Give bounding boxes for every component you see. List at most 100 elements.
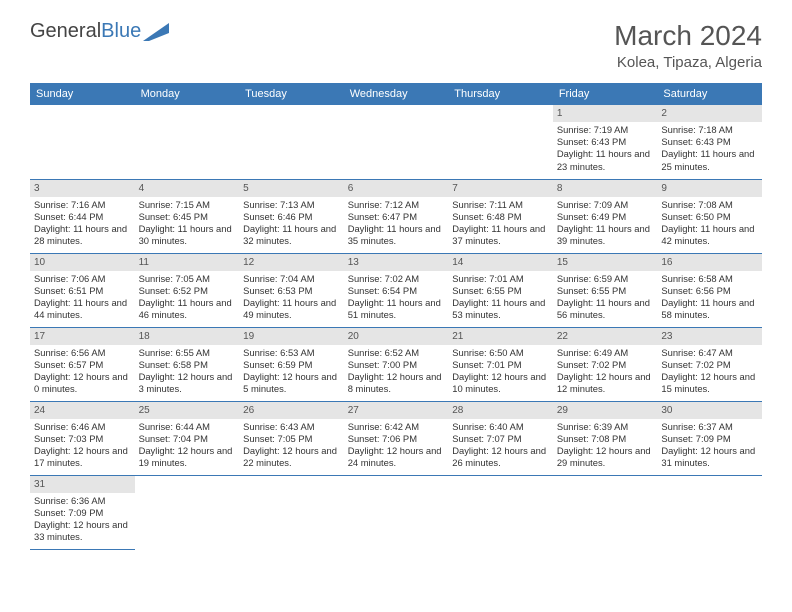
sunrise-line: Sunrise: 7:15 AM [139,199,236,211]
sunrise-line: Sunrise: 6:37 AM [661,421,758,433]
daylight-line: Daylight: 12 hours and 0 minutes. [34,371,131,395]
sunset-line: Sunset: 6:53 PM [243,285,340,297]
day-number: 12 [239,254,344,271]
sunset-line: Sunset: 6:49 PM [557,211,654,223]
daylight-line: Daylight: 12 hours and 24 minutes. [348,445,445,469]
title-block: March 2024 Kolea, Tipaza, Algeria [614,20,762,71]
sunset-line: Sunset: 6:51 PM [34,285,131,297]
calendar-row: 31Sunrise: 6:36 AMSunset: 7:09 PMDayligh… [30,475,762,549]
sunrise-line: Sunrise: 6:49 AM [557,347,654,359]
sunset-line: Sunset: 6:50 PM [661,211,758,223]
weekday-header: Monday [135,83,240,105]
day-number: 4 [135,180,240,197]
calendar-row: 10Sunrise: 7:06 AMSunset: 6:51 PMDayligh… [30,253,762,327]
sunrise-line: Sunrise: 6:59 AM [557,273,654,285]
daylight-line: Daylight: 11 hours and 46 minutes. [139,297,236,321]
sunset-line: Sunset: 7:04 PM [139,433,236,445]
daylight-line: Daylight: 12 hours and 17 minutes. [34,445,131,469]
sunset-line: Sunset: 7:07 PM [452,433,549,445]
daylight-line: Daylight: 11 hours and 44 minutes. [34,297,131,321]
calendar-cell: 6Sunrise: 7:12 AMSunset: 6:47 PMDaylight… [344,179,449,253]
weekday-header: Friday [553,83,658,105]
daylight-line: Daylight: 12 hours and 26 minutes. [452,445,549,469]
calendar-cell: 1Sunrise: 7:19 AMSunset: 6:43 PMDaylight… [553,105,658,179]
calendar-cell: 31Sunrise: 6:36 AMSunset: 7:09 PMDayligh… [30,475,135,549]
calendar-row: 17Sunrise: 6:56 AMSunset: 6:57 PMDayligh… [30,327,762,401]
sunrise-line: Sunrise: 7:01 AM [452,273,549,285]
logo-text-1: General [30,20,101,43]
day-number: 11 [135,254,240,271]
day-number: 24 [30,402,135,419]
sunrise-line: Sunrise: 6:42 AM [348,421,445,433]
day-number: 19 [239,328,344,345]
calendar-cell-empty [344,105,449,179]
daylight-line: Daylight: 12 hours and 3 minutes. [139,371,236,395]
daylight-line: Daylight: 11 hours and 51 minutes. [348,297,445,321]
day-number: 10 [30,254,135,271]
daylight-line: Daylight: 11 hours and 39 minutes. [557,223,654,247]
day-number: 18 [135,328,240,345]
daylight-line: Daylight: 12 hours and 31 minutes. [661,445,758,469]
day-number: 27 [344,402,449,419]
sunset-line: Sunset: 6:46 PM [243,211,340,223]
sunrise-line: Sunrise: 7:08 AM [661,199,758,211]
sunset-line: Sunset: 6:44 PM [34,211,131,223]
weekday-header: Thursday [448,83,553,105]
day-number: 9 [657,180,762,197]
sunrise-line: Sunrise: 6:36 AM [34,495,131,507]
daylight-line: Daylight: 11 hours and 28 minutes. [34,223,131,247]
daylight-line: Daylight: 11 hours and 42 minutes. [661,223,758,247]
sunset-line: Sunset: 6:52 PM [139,285,236,297]
sunset-line: Sunset: 7:02 PM [557,359,654,371]
sunset-line: Sunset: 6:58 PM [139,359,236,371]
calendar-cell-empty [30,105,135,179]
sunset-line: Sunset: 7:06 PM [348,433,445,445]
calendar-cell: 25Sunrise: 6:44 AMSunset: 7:04 PMDayligh… [135,401,240,475]
sunrise-line: Sunrise: 7:04 AM [243,273,340,285]
day-number: 16 [657,254,762,271]
sunrise-line: Sunrise: 7:13 AM [243,199,340,211]
sunrise-line: Sunrise: 6:58 AM [661,273,758,285]
daylight-line: Daylight: 11 hours and 35 minutes. [348,223,445,247]
calendar-cell: 22Sunrise: 6:49 AMSunset: 7:02 PMDayligh… [553,327,658,401]
calendar-header-row: SundayMondayTuesdayWednesdayThursdayFrid… [30,83,762,105]
weekday-header: Sunday [30,83,135,105]
sunset-line: Sunset: 6:55 PM [557,285,654,297]
sunset-line: Sunset: 7:02 PM [661,359,758,371]
calendar-cell: 3Sunrise: 7:16 AMSunset: 6:44 PMDaylight… [30,179,135,253]
sunset-line: Sunset: 7:00 PM [348,359,445,371]
sunset-line: Sunset: 7:08 PM [557,433,654,445]
daylight-line: Daylight: 12 hours and 10 minutes. [452,371,549,395]
day-number: 17 [30,328,135,345]
weekday-header: Wednesday [344,83,449,105]
sunset-line: Sunset: 6:56 PM [661,285,758,297]
sunset-line: Sunset: 6:43 PM [557,136,654,148]
sunrise-line: Sunrise: 6:46 AM [34,421,131,433]
calendar-cell: 7Sunrise: 7:11 AMSunset: 6:48 PMDaylight… [448,179,553,253]
calendar-cell: 2Sunrise: 7:18 AMSunset: 6:43 PMDaylight… [657,105,762,179]
sunrise-line: Sunrise: 6:47 AM [661,347,758,359]
logo-text-2: Blue [101,20,141,43]
calendar-cell: 30Sunrise: 6:37 AMSunset: 7:09 PMDayligh… [657,401,762,475]
calendar-cell: 23Sunrise: 6:47 AMSunset: 7:02 PMDayligh… [657,327,762,401]
daylight-line: Daylight: 11 hours and 49 minutes. [243,297,340,321]
day-number: 2 [657,105,762,122]
day-number: 15 [553,254,658,271]
calendar-cell-empty [448,105,553,179]
calendar-cell-empty [135,475,240,549]
calendar-row: 24Sunrise: 6:46 AMSunset: 7:03 PMDayligh… [30,401,762,475]
daylight-line: Daylight: 11 hours and 23 minutes. [557,148,654,172]
daylight-line: Daylight: 12 hours and 8 minutes. [348,371,445,395]
sunrise-line: Sunrise: 6:39 AM [557,421,654,433]
calendar-cell-empty [135,105,240,179]
daylight-line: Daylight: 12 hours and 12 minutes. [557,371,654,395]
calendar-cell: 19Sunrise: 6:53 AMSunset: 6:59 PMDayligh… [239,327,344,401]
sunrise-line: Sunrise: 6:50 AM [452,347,549,359]
sunset-line: Sunset: 7:09 PM [661,433,758,445]
calendar-cell: 21Sunrise: 6:50 AMSunset: 7:01 PMDayligh… [448,327,553,401]
calendar-body: 1Sunrise: 7:19 AMSunset: 6:43 PMDaylight… [30,105,762,549]
sunrise-line: Sunrise: 6:40 AM [452,421,549,433]
daylight-line: Daylight: 12 hours and 5 minutes. [243,371,340,395]
sunrise-line: Sunrise: 7:06 AM [34,273,131,285]
day-number: 25 [135,402,240,419]
